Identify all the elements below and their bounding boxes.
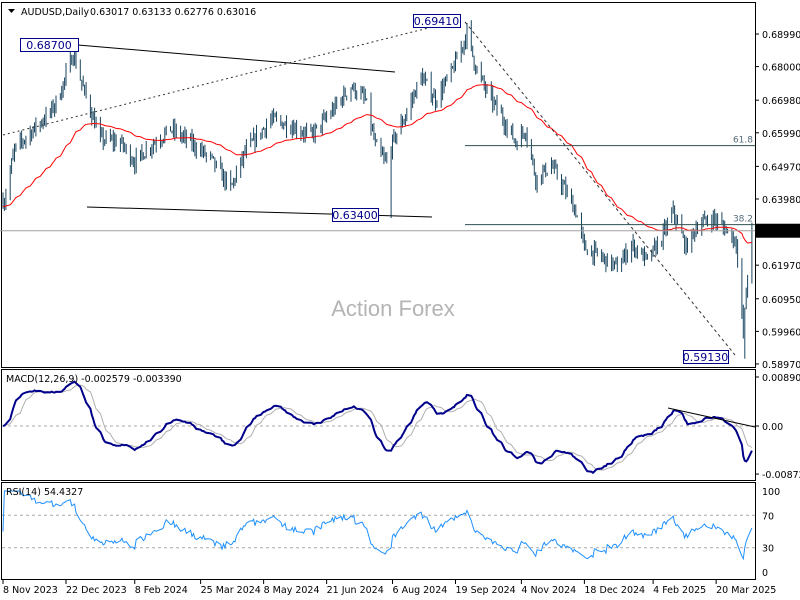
macd-series	[2, 380, 756, 475]
price-bars	[2, 20, 753, 359]
x-tick-label: 21 Jun 2024	[327, 585, 384, 596]
x-tick-label: 4 Feb 2025	[653, 585, 706, 596]
price-annotation-label: 0.69410	[414, 15, 460, 28]
price-annotation-box	[20, 38, 79, 52]
moving-average-line	[2, 84, 752, 244]
price-annotation-box	[332, 208, 379, 222]
watermark: Action Forex	[331, 296, 455, 321]
resistance-trendline	[77, 44, 396, 73]
x-tick-label: 8 Feb 2024	[135, 585, 188, 596]
x-tick-label: 4 Nov 2024	[521, 585, 576, 596]
annotations: 61.8 38.2 0.68700 0.63400 0.69410 0.59130	[0, 14, 755, 364]
rsi-tick-label: 30	[762, 544, 774, 555]
x-tick-label: 20 Mar 2025	[716, 585, 776, 596]
collapse-triangle-icon[interactable]	[8, 9, 15, 13]
x-tick-label: 25 Mar 2024	[201, 585, 261, 596]
current-price-label: 0.63016	[760, 227, 799, 238]
falling-trendline	[464, 21, 736, 356]
rsi-panel-frame	[1, 482, 756, 580]
macd-panel-frame	[1, 369, 756, 481]
y-tick-label: 0.66980	[762, 96, 800, 107]
rising-trendline	[2, 19, 461, 136]
y-tick-label: 0.60950	[762, 295, 800, 306]
price-panel-frame	[1, 2, 756, 368]
macd-title: MACD(12,26,9) -0.002579 -0.003390	[6, 374, 182, 385]
y-tick-label: 0.64970	[762, 162, 800, 173]
price-annotation-label: 0.63400	[332, 209, 378, 222]
x-tick-label: 6 Aug 2024	[393, 585, 448, 596]
macd-tick-label: 0.00	[762, 422, 783, 433]
support-trendline	[86, 206, 433, 218]
macd-tick-label: 0.008901	[762, 373, 800, 384]
x-tick-label: 18 Dec 2024	[584, 585, 645, 596]
y-tick-label: 0.59960	[762, 327, 800, 338]
macd-tick-label: -0.008729	[762, 470, 800, 481]
price-annotation-label: 0.68700	[26, 39, 72, 52]
rsi-title: RSI(14) 54.4327	[6, 487, 83, 498]
fibonacci-level-label: 61.8	[733, 136, 753, 146]
macd-line	[2, 380, 753, 475]
symbol-label: AUDUSD,Daily	[21, 7, 90, 18]
rsi-line	[2, 490, 753, 561]
macd-signal-line	[2, 384, 753, 471]
macd-trendline	[667, 407, 756, 428]
x-tick-label: 8 Nov 2023	[3, 585, 58, 596]
y-tick-label: 0.61970	[762, 261, 800, 272]
price-annotation-label: 0.59130	[683, 351, 729, 364]
y-tick-label: 0.65990	[762, 129, 800, 140]
fibonacci-level-label: 38.2	[733, 215, 753, 225]
x-tick-label: 22 Dec 2023	[66, 585, 127, 596]
y-tick-label: 0.68990	[762, 30, 800, 41]
price-annotation-box	[683, 350, 729, 364]
current-price-box	[756, 223, 800, 238]
rsi-series	[2, 490, 755, 561]
rsi-tick-label: 70	[762, 511, 774, 522]
price-annotation-box	[413, 14, 461, 28]
rsi-tick-label: 100	[762, 487, 780, 498]
y-tick-label: 0.63980	[762, 195, 800, 206]
x-tick-label: 19 Sep 2024	[456, 585, 516, 596]
y-tick-label: 0.68000	[762, 63, 800, 74]
y-tick-label: 0.58970	[762, 360, 800, 371]
axes: 0.68990 0.68000 0.66980 0.65990 0.64970 0.639…	[2, 30, 800, 596]
x-tick-label: 8 May 2024	[264, 585, 320, 596]
rsi-tick-label: 0	[762, 568, 768, 579]
ohlc-values: 0.63017 0.63133 0.62776 0.63016	[90, 7, 256, 18]
